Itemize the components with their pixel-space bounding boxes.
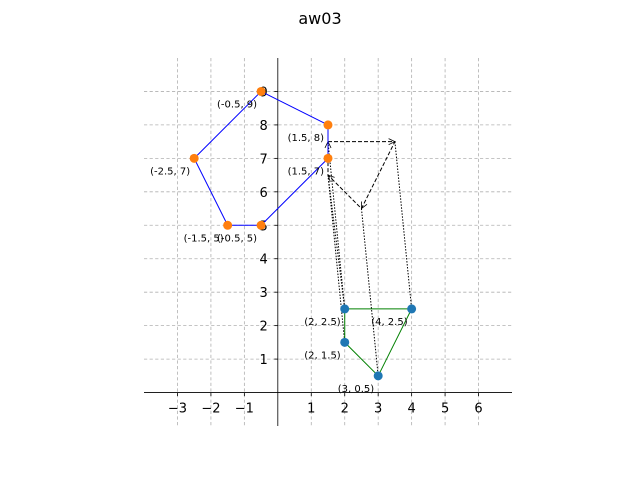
x-tick-label: 3 [374, 402, 382, 417]
x-tick-label: 4 [407, 402, 415, 417]
x-tick-label: 6 [474, 402, 482, 417]
data-point-label: (1.5, 8) [288, 133, 325, 144]
axes [144, 58, 512, 426]
data-point [256, 220, 266, 230]
dotted-projection-line [360, 208, 379, 376]
data-point [407, 304, 417, 314]
polygon-series [189, 86, 417, 381]
dashed-path [327, 141, 396, 210]
data-point-label: (3, 0.5) [338, 384, 375, 395]
x-tick-label: 1 [307, 402, 315, 417]
dotted-projection-line [327, 141, 346, 309]
data-point [256, 86, 266, 96]
y-tick-label: 8 [260, 119, 268, 134]
data-point [340, 304, 350, 314]
data-point [189, 153, 199, 163]
data-point [323, 120, 333, 130]
data-point-label: (-1.5, 5) [184, 233, 224, 244]
data-point-label: (-0.5, 9) [217, 99, 257, 110]
arrowhead [361, 201, 368, 210]
dotted-projection-line [394, 141, 413, 309]
y-tick-label: 6 [260, 186, 268, 201]
chart-title: aw03 [298, 9, 341, 28]
data-point-label: (-0.5, 5) [217, 233, 257, 244]
x-tick-label: −1 [235, 402, 254, 417]
y-tick-label: 7 [260, 152, 268, 167]
x-tick-label: −2 [201, 402, 220, 417]
projection-lines [324, 138, 413, 376]
data-point [340, 337, 350, 347]
x-tick-label: −3 [168, 402, 187, 417]
data-point-label: (2, 1.5) [304, 350, 341, 361]
dotted-projection-line [327, 175, 346, 343]
tick-labels: −3−2−1123456123456789 [168, 85, 483, 416]
y-tick-label: 2 [260, 320, 268, 335]
data-point [323, 153, 333, 163]
x-tick-label: 2 [341, 402, 349, 417]
arrowhead [327, 174, 335, 182]
data-point [223, 220, 233, 230]
data-point [373, 371, 383, 381]
data-point-label: (1.5, 7) [288, 166, 325, 177]
dotted-projection-line [327, 175, 346, 309]
data-point-label: (4, 2.5) [371, 317, 408, 328]
y-tick-label: 4 [260, 253, 268, 268]
data-point-label: (-2.5, 7) [150, 166, 190, 177]
arrowhead [388, 138, 396, 146]
point-labels: (-0.5, 9) (1.5, 8) (1.5, 7) (-0.5, 5)(-1.5,… [150, 99, 408, 394]
y-tick-label: 3 [260, 286, 268, 301]
x-tick-label: 5 [441, 402, 449, 417]
y-tick-label: 1 [260, 353, 268, 368]
data-point-label: (2, 2.5) [304, 317, 341, 328]
